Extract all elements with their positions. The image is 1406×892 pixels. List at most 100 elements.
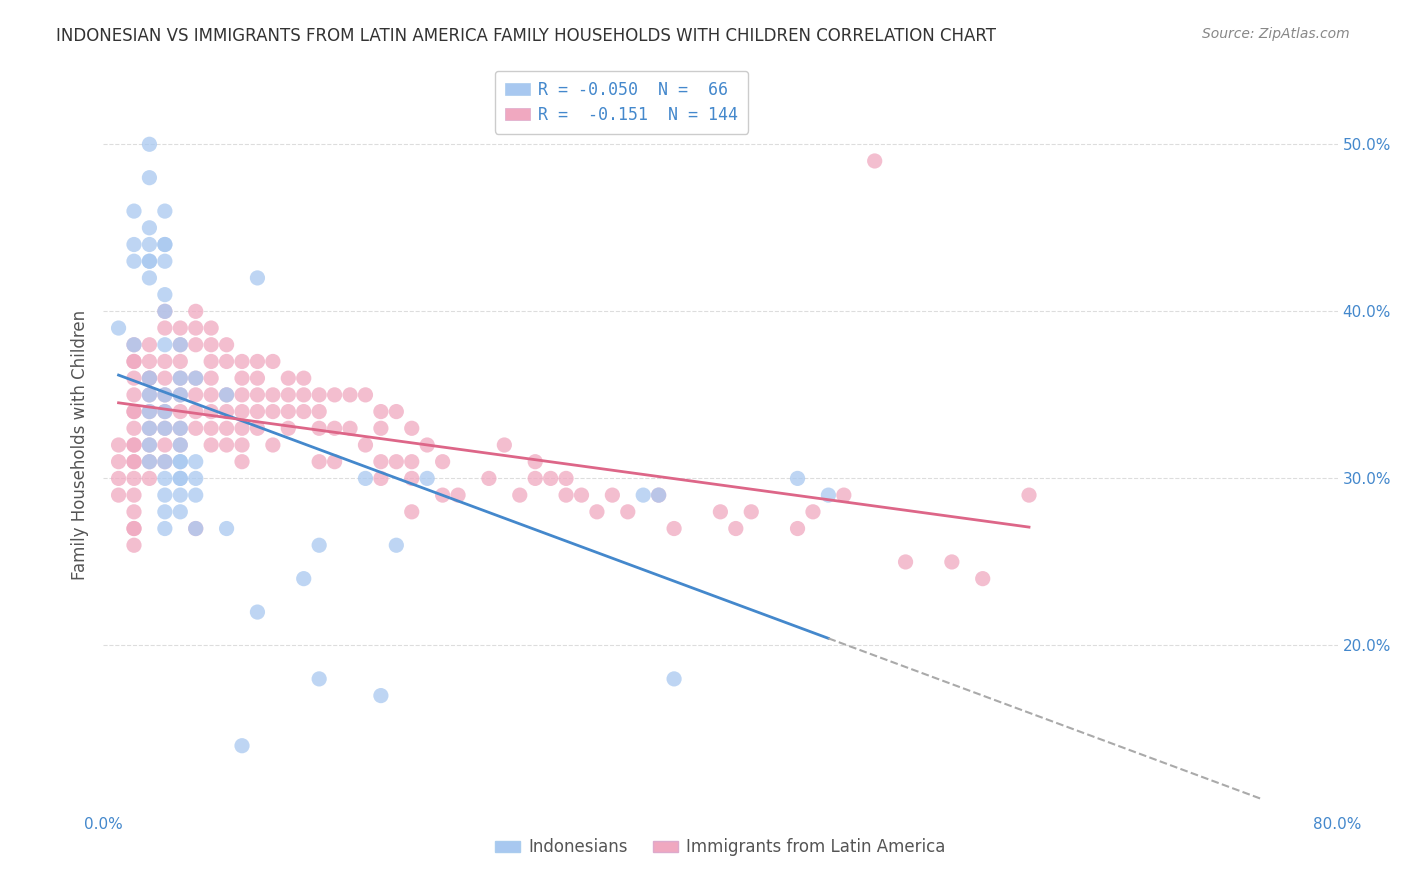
Point [354, 438, 377, 452]
Point [401, 421, 423, 435]
Point [184, 488, 207, 502]
Point [107, 488, 129, 502]
Point [323, 388, 346, 402]
Point [169, 471, 191, 485]
Point [401, 505, 423, 519]
Point [231, 438, 253, 452]
Point [153, 455, 176, 469]
Point [894, 555, 917, 569]
Point [153, 287, 176, 301]
Point [138, 371, 160, 385]
Point [122, 354, 145, 368]
Point [122, 522, 145, 536]
Point [138, 455, 160, 469]
Point [246, 388, 269, 402]
Point [138, 455, 160, 469]
Point [215, 404, 238, 418]
Point [277, 404, 299, 418]
Point [740, 505, 762, 519]
Point [832, 488, 855, 502]
Point [231, 354, 253, 368]
Point [494, 438, 516, 452]
Point [801, 505, 824, 519]
Point [277, 421, 299, 435]
Point [246, 404, 269, 418]
Point [555, 471, 578, 485]
Point [231, 739, 253, 753]
Point [122, 354, 145, 368]
Point [308, 538, 330, 552]
Point [138, 388, 160, 402]
Point [432, 455, 454, 469]
Point [169, 321, 191, 335]
Point [200, 337, 222, 351]
Point [169, 505, 191, 519]
Point [184, 304, 207, 318]
Point [863, 153, 886, 168]
Point [401, 455, 423, 469]
Point [662, 522, 685, 536]
Point [292, 404, 315, 418]
Point [478, 471, 501, 485]
Point [200, 421, 222, 435]
Text: INDONESIAN VS IMMIGRANTS FROM LATIN AMERICA FAMILY HOUSEHOLDS WITH CHILDREN CORR: INDONESIAN VS IMMIGRANTS FROM LATIN AMER… [56, 27, 997, 45]
Point [122, 488, 145, 502]
Point [231, 404, 253, 418]
Point [169, 354, 191, 368]
Point [138, 170, 160, 185]
Point [184, 421, 207, 435]
Point [354, 388, 377, 402]
Point [169, 388, 191, 402]
Point [153, 505, 176, 519]
Text: Source: ZipAtlas.com: Source: ZipAtlas.com [1202, 27, 1350, 41]
Point [786, 471, 808, 485]
Point [292, 388, 315, 402]
Point [107, 455, 129, 469]
Point [972, 572, 994, 586]
Point [153, 304, 176, 318]
Point [153, 237, 176, 252]
Point [169, 404, 191, 418]
Point [370, 404, 392, 418]
Point [370, 689, 392, 703]
Point [200, 321, 222, 335]
Point [246, 271, 269, 285]
Point [509, 488, 531, 502]
Point [401, 471, 423, 485]
Point [138, 220, 160, 235]
Point [184, 371, 207, 385]
Point [153, 388, 176, 402]
Point [184, 522, 207, 536]
Point [153, 337, 176, 351]
Point [941, 555, 963, 569]
Point [385, 538, 408, 552]
Point [709, 505, 731, 519]
Point [138, 438, 160, 452]
Point [323, 421, 346, 435]
Point [138, 438, 160, 452]
Point [524, 455, 547, 469]
Point [308, 388, 330, 402]
Point [215, 388, 238, 402]
Point [385, 455, 408, 469]
Point [215, 522, 238, 536]
Point [308, 404, 330, 418]
Point [138, 471, 160, 485]
Point [184, 388, 207, 402]
Point [138, 271, 160, 285]
Point [107, 438, 129, 452]
Point [169, 488, 191, 502]
Point [107, 321, 129, 335]
Point [138, 354, 160, 368]
Point [184, 337, 207, 351]
Point [169, 371, 191, 385]
Point [122, 254, 145, 268]
Point [122, 404, 145, 418]
Point [1018, 488, 1040, 502]
Point [153, 455, 176, 469]
Point [277, 388, 299, 402]
Point [138, 404, 160, 418]
Point [385, 404, 408, 418]
Point [231, 455, 253, 469]
Point [215, 388, 238, 402]
